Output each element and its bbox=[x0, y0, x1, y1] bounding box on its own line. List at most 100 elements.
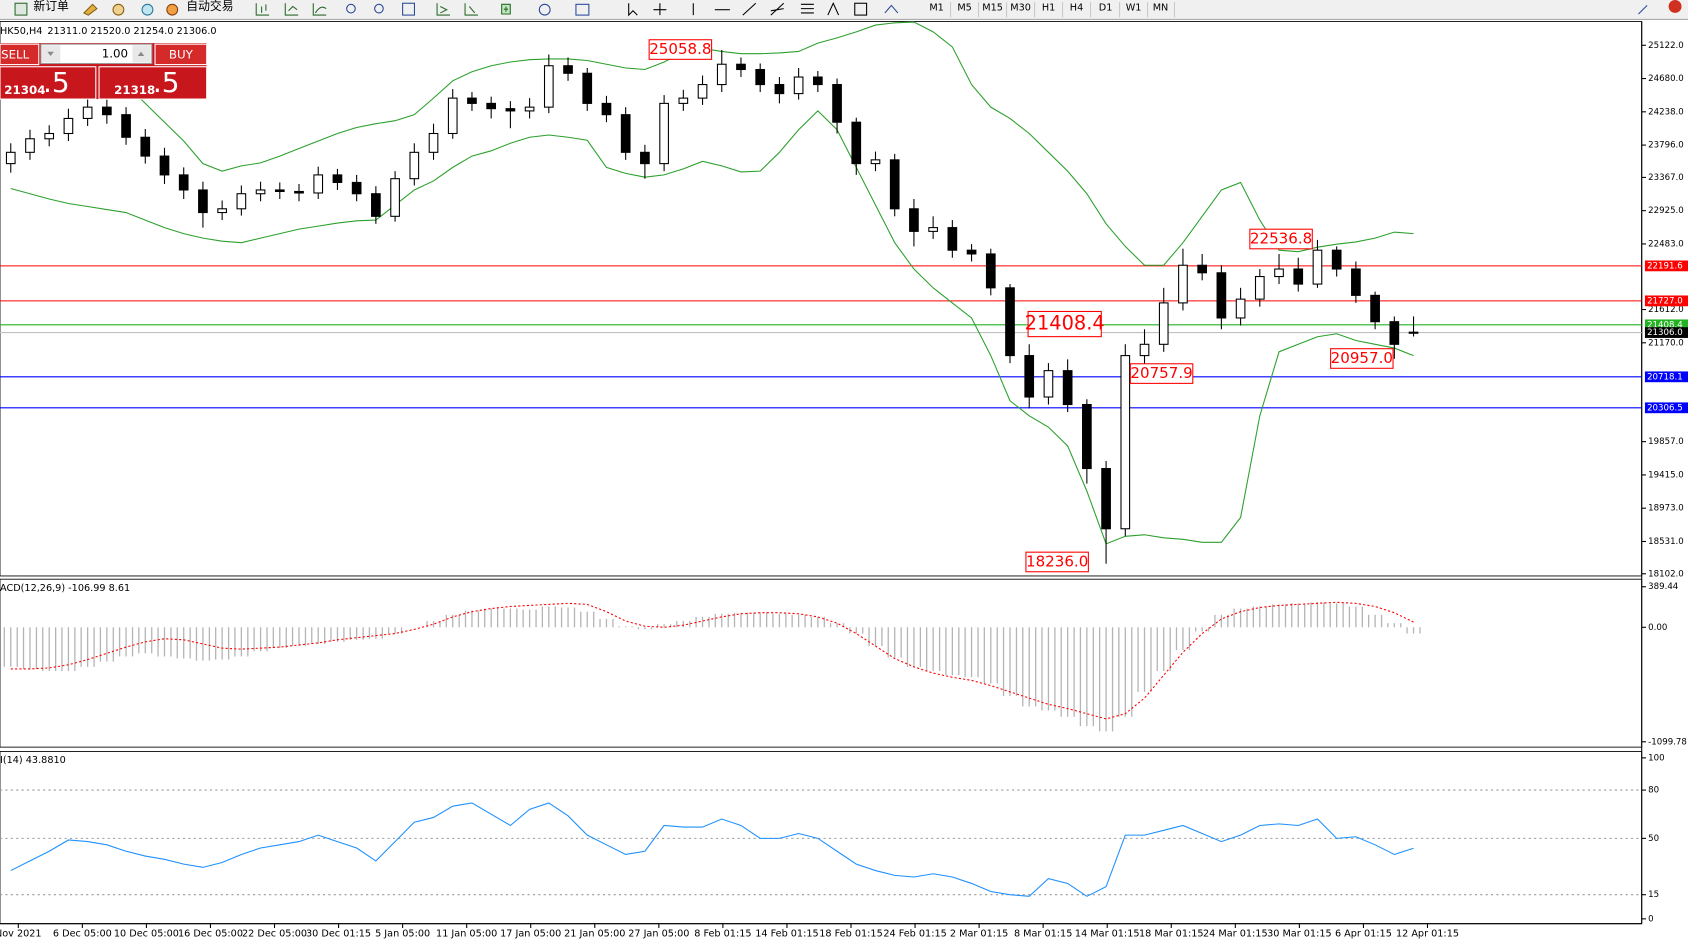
candle-body bbox=[755, 68, 766, 86]
icon[interactable] bbox=[83, 3, 98, 16]
candle-body bbox=[255, 189, 266, 195]
timeframe-button[interactable]: M15 bbox=[982, 3, 1003, 14]
candle-body bbox=[390, 178, 400, 217]
candle-body bbox=[1082, 403, 1092, 470]
candle-body bbox=[1158, 302, 1169, 345]
icon[interactable] bbox=[284, 3, 299, 16]
level-label: 21306.0 bbox=[1647, 328, 1683, 338]
sell-price[interactable]: 21304 bbox=[4, 83, 45, 97]
icon[interactable] bbox=[770, 2, 785, 16]
x-tick-label: 14 Feb 01:15 bbox=[755, 928, 818, 939]
icon[interactable] bbox=[374, 3, 384, 14]
buy-price-box[interactable] bbox=[98, 66, 208, 100]
level-label-bg bbox=[1644, 327, 1688, 338]
candle-body bbox=[467, 97, 477, 104]
price-annotation-box bbox=[1129, 363, 1194, 384]
icon[interactable] bbox=[827, 1, 840, 16]
icon[interactable] bbox=[538, 3, 551, 16]
x-tick-label: 18 Mar 01:15 bbox=[1139, 928, 1204, 939]
candle-body bbox=[1197, 264, 1208, 274]
x-tick-label: 18 Feb 01:15 bbox=[819, 928, 882, 939]
icon[interactable] bbox=[112, 3, 125, 16]
buy-button[interactable] bbox=[154, 43, 208, 66]
icon[interactable] bbox=[346, 3, 356, 14]
lot-input[interactable] bbox=[40, 43, 153, 65]
candle-body bbox=[851, 121, 862, 165]
bollinger-upper bbox=[10, 21, 1414, 266]
x-tick-label: 17 Jan 05:00 bbox=[500, 928, 561, 939]
buy-pips[interactable]: .5 bbox=[153, 66, 180, 99]
candle-body bbox=[985, 253, 996, 289]
icon[interactable] bbox=[742, 2, 757, 16]
icon[interactable] bbox=[14, 2, 28, 16]
y-tick-label: 23367.0 bbox=[1648, 173, 1684, 183]
icon[interactable] bbox=[653, 3, 667, 16]
level-label-bg bbox=[1644, 402, 1688, 414]
candle-body bbox=[1312, 249, 1323, 285]
sell-pips[interactable]: .5 bbox=[43, 66, 70, 99]
icon[interactable] bbox=[166, 3, 179, 16]
candle-body bbox=[1216, 272, 1227, 319]
sell-button[interactable] bbox=[0, 43, 40, 66]
icon[interactable] bbox=[884, 4, 899, 14]
y-tick-label: 24680.0 bbox=[1648, 74, 1684, 84]
icon[interactable] bbox=[464, 3, 478, 16]
sell-label[interactable]: SELL bbox=[1, 47, 30, 61]
candle-body bbox=[1351, 268, 1361, 296]
price-annotation-box bbox=[1249, 228, 1313, 250]
candle-body bbox=[582, 72, 593, 104]
timeframe-button[interactable]: H4 bbox=[1070, 3, 1083, 14]
x-tick-label: 24 Feb 01:15 bbox=[883, 928, 946, 939]
toolbar-button[interactable]: 新订单 bbox=[33, 0, 69, 13]
x-tick-label: 24 Mar 01:15 bbox=[1203, 928, 1268, 939]
candle-body bbox=[1062, 370, 1073, 406]
timeframe-button[interactable]: M5 bbox=[957, 3, 972, 14]
icon[interactable] bbox=[575, 3, 590, 16]
timeframe-button[interactable]: M30 bbox=[1010, 3, 1031, 14]
candle-body bbox=[1254, 276, 1265, 300]
timeframe-button[interactable]: H1 bbox=[1042, 3, 1055, 14]
buy-label[interactable]: BUY bbox=[169, 47, 194, 61]
y-tick-label: 18531.0 bbox=[1648, 537, 1684, 547]
toolbar-button[interactable]: 自动交易 bbox=[186, 0, 233, 13]
timeframe-button[interactable]: D1 bbox=[1099, 3, 1113, 14]
icon[interactable] bbox=[402, 2, 416, 16]
candle-body bbox=[217, 208, 227, 214]
buy-price[interactable]: 21318 bbox=[114, 83, 155, 97]
icon[interactable] bbox=[854, 2, 868, 16]
timeframe-button[interactable]: W1 bbox=[1126, 3, 1142, 14]
price-annotation: 22536.8 bbox=[1250, 230, 1312, 248]
icon[interactable] bbox=[800, 3, 814, 14]
icon[interactable] bbox=[141, 3, 154, 16]
candle-body bbox=[1408, 331, 1419, 334]
y-tick-label: 25122.0 bbox=[1648, 41, 1684, 51]
x-tick-label: 27 Jan 05:00 bbox=[628, 928, 689, 939]
candle-body bbox=[121, 114, 131, 138]
candle-body bbox=[928, 227, 938, 232]
y-tick-label: 80 bbox=[1648, 786, 1659, 796]
timeframe-button[interactable]: M1 bbox=[929, 3, 944, 14]
notification-badge[interactable] bbox=[1668, 0, 1682, 13]
candle-body bbox=[313, 174, 324, 194]
sell-price-box[interactable] bbox=[0, 66, 97, 100]
timeframe-button[interactable]: MN bbox=[1153, 3, 1169, 14]
icon[interactable] bbox=[1638, 5, 1648, 15]
candle-body bbox=[44, 132, 55, 140]
y-tick-label: 0.00 bbox=[1648, 623, 1667, 633]
candle-body bbox=[1235, 298, 1246, 319]
icon[interactable] bbox=[628, 3, 638, 17]
candle-body bbox=[563, 65, 573, 74]
x-tick-label: 10 Dec 05:00 bbox=[114, 928, 179, 939]
icon[interactable] bbox=[312, 3, 327, 16]
icon[interactable] bbox=[501, 3, 511, 15]
x-tick-label: Nov 2021 bbox=[0, 928, 42, 939]
icon[interactable] bbox=[436, 3, 450, 16]
lot-value[interactable]: 1.00 bbox=[102, 46, 128, 60]
candle-body bbox=[543, 65, 554, 108]
candle-body bbox=[351, 181, 362, 195]
icon[interactable] bbox=[255, 3, 270, 16]
candle-body bbox=[1178, 264, 1188, 304]
level-label: 20306.5 bbox=[1647, 403, 1683, 413]
candle-body bbox=[1043, 370, 1054, 398]
